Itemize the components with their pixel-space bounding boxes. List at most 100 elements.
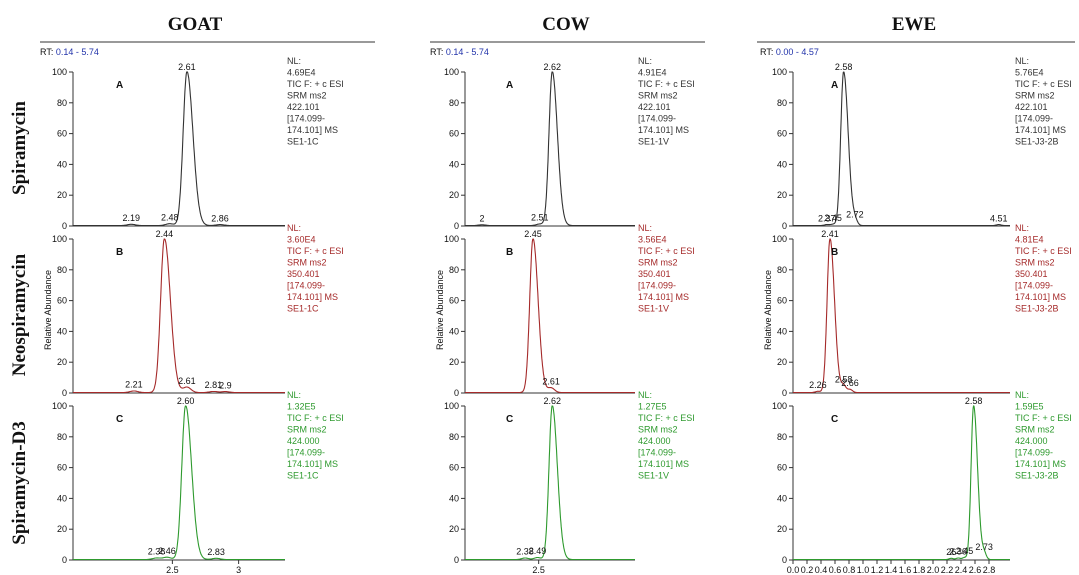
peak-label: 2.21: [125, 380, 143, 390]
y-tick-label: 0: [454, 388, 459, 398]
x-tick-label: 2.5: [532, 565, 545, 575]
y-tick-label: 0: [454, 221, 459, 231]
info-line: 350.401: [287, 269, 320, 279]
peak-label: 2.19: [123, 213, 141, 223]
y-tick-label: 60: [57, 296, 67, 306]
peak-label: 2.73: [975, 542, 993, 552]
info-line: 174.101] MS: [287, 125, 338, 135]
y-axis-label-goat: Relative Abundance: [43, 270, 53, 350]
info-line: NL:: [1015, 56, 1029, 66]
info-line: 174.101] MS: [1015, 125, 1066, 135]
y-tick-label: 80: [777, 98, 787, 108]
info-line: [174.099-: [287, 281, 325, 291]
y-tick-label: 60: [449, 129, 459, 139]
y-tick-label: 80: [777, 265, 787, 275]
info-line: NL:: [1015, 390, 1029, 400]
x-ticks-col-1: 2.5: [532, 560, 545, 575]
info-line: [174.099-: [1015, 281, 1053, 291]
info-line: NL:: [287, 223, 301, 233]
row-label-spiramycin: Spiramycin: [9, 101, 30, 195]
x-tick-label: 3: [236, 565, 241, 575]
chromatogram-trace: [465, 238, 635, 394]
peak-label: 26: [946, 547, 956, 557]
peak-label: 2.61: [542, 377, 560, 387]
info-line: SE1-J3-2B: [1015, 304, 1059, 314]
info-line: 4.81E4: [1015, 235, 1044, 245]
y-tick-label: 20: [449, 357, 459, 367]
info-line: TIC F: + c ESI: [638, 79, 695, 89]
chromatogram-panel-2: 0 20 40 60 80 100 2.58 2.372.45 2.72 4.51 A NL: 5.76…: [772, 56, 1072, 231]
y-tick-label: 100: [444, 67, 459, 77]
info-line: SRM ms2: [638, 258, 678, 268]
chromatogram-panel-6: 0 20 40 60 80 100 2.60 2.382.46 2.83 C NL: 1.32E5TI…: [52, 390, 344, 565]
peak-label: 2.38: [148, 547, 166, 557]
y-tick-label: 20: [777, 190, 787, 200]
peak-label: 2: [479, 213, 484, 223]
y-tick-label: 80: [57, 432, 67, 442]
info-line: [174.099-: [638, 448, 676, 458]
info-line: 5.76E4: [1015, 68, 1044, 78]
peak-label: 2.62: [544, 62, 562, 72]
info-line: 424.000: [1015, 436, 1048, 446]
chromatogram-trace: [793, 405, 1010, 561]
info-line: [174.099-: [1015, 448, 1053, 458]
y-tick-label: 0: [62, 388, 67, 398]
peak-label: 2.86: [211, 213, 229, 223]
info-line: 1.59E5: [1015, 402, 1044, 412]
info-line: 424.000: [287, 436, 320, 446]
info-line: SRM ms2: [638, 425, 678, 435]
info-line: 174.101] MS: [638, 459, 689, 469]
x-tick-label: 1.2: [871, 565, 884, 575]
y-tick-label: 0: [62, 221, 67, 231]
y-tick-label: 60: [777, 463, 787, 473]
y-tick-label: 40: [777, 326, 787, 336]
info-line: TIC F: + c ESI: [1015, 246, 1072, 256]
peak-label: 2.45: [824, 213, 842, 223]
y-tick-label: 60: [449, 463, 459, 473]
rt-range-cow: RT: 0.14 - 5.74: [430, 47, 489, 57]
row-label-neospiramycin: Neospiramycin: [9, 253, 30, 376]
y-tick-label: 0: [782, 388, 787, 398]
x-tick-label: 1.4: [885, 565, 898, 575]
y-tick-label: 40: [57, 159, 67, 169]
x-tick-label: 0.8: [843, 565, 856, 575]
y-tick-label: 60: [777, 296, 787, 306]
x-ticks-col-2: 0.0 0.2 0.4 0.6 0.8 1.0 1.2 1.4 1.6 1.8 2.0 2.2 2.4 2…: [787, 560, 995, 575]
peak-label: 2.36: [949, 547, 967, 557]
peak-label: 2.72: [846, 209, 864, 219]
x-tick-label: 2.0: [927, 565, 940, 575]
x-tick-label: 2.4: [955, 565, 968, 575]
info-line: NL:: [1015, 223, 1029, 233]
y-tick-label: 40: [449, 159, 459, 169]
y-tick-label: 40: [449, 326, 459, 336]
panel-letter: B: [116, 247, 123, 258]
info-line: 174.101] MS: [287, 459, 338, 469]
y-tick-label: 20: [57, 524, 67, 534]
info-line: 174.101] MS: [287, 292, 338, 302]
chromatogram-trace: [73, 71, 285, 227]
info-line: [174.099-: [1015, 114, 1053, 124]
info-line: SE1-1C: [287, 304, 319, 314]
info-line: 174.101] MS: [638, 292, 689, 302]
peak-label: 2: [0, 0, 3, 2]
x-tick-label: 2.6: [969, 565, 982, 575]
info-line: 1.32E5: [287, 402, 316, 412]
info-line: NL:: [287, 390, 301, 400]
panel-letter: C: [116, 414, 123, 425]
y-tick-label: 80: [449, 98, 459, 108]
info-line: [174.099-: [638, 114, 676, 124]
info-line: [174.099-: [287, 448, 325, 458]
panel-letter: C: [831, 414, 838, 425]
info-line: TIC F: + c ESI: [1015, 79, 1072, 89]
y-tick-label: 40: [777, 159, 787, 169]
y-tick-label: 20: [57, 190, 67, 200]
info-line: 4.91E4: [638, 68, 667, 78]
info-line: TIC F: + c ESI: [638, 246, 695, 256]
peak-label: 2.58: [835, 374, 853, 384]
peak-label: 2.48: [161, 212, 179, 222]
info-line: 1.27E5: [638, 402, 667, 412]
peak-label: 2.60: [177, 396, 195, 406]
